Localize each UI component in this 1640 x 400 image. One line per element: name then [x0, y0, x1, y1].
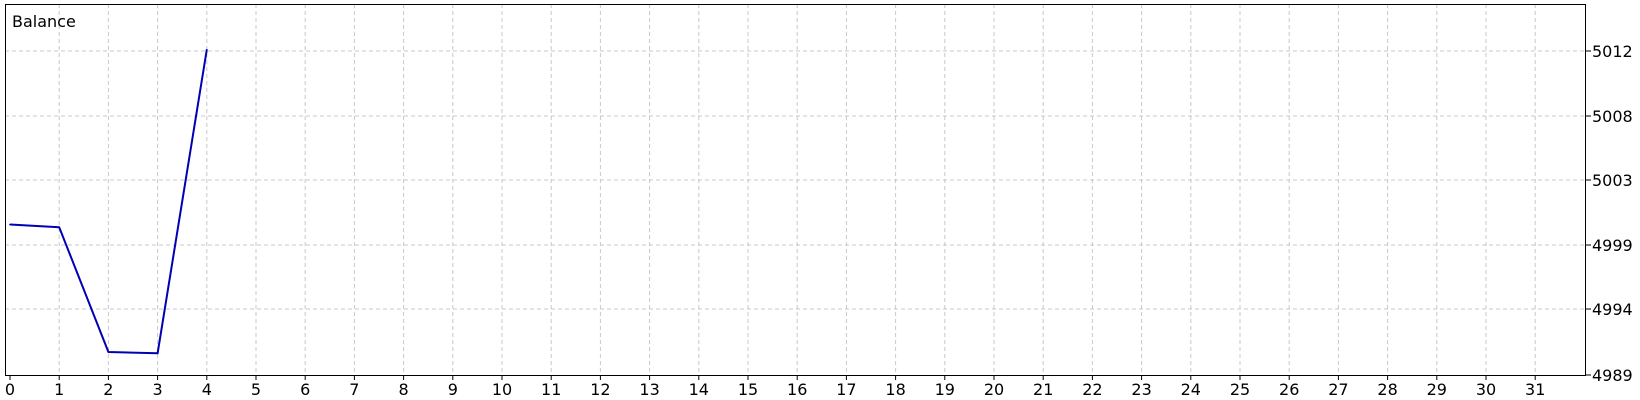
x-tick-label: 31	[1525, 380, 1545, 399]
x-tick-label: 18	[885, 380, 905, 399]
x-tick-label: 6	[300, 380, 310, 399]
data-point	[58, 226, 60, 229]
x-tick-label: 20	[984, 380, 1004, 399]
x-tick-label: 22	[1082, 380, 1102, 399]
x-tick-label: 10	[492, 380, 512, 399]
series-area	[9, 48, 208, 355]
y-tick-label: 5012	[1592, 42, 1633, 61]
x-tick-label: 14	[689, 380, 709, 399]
x-axis: 0 1 2 3 4 5 6 7 8 9 10 11 12 13 14 15 16 17 18 19 20 21 22 23 24…	[5, 375, 1545, 399]
x-tick-label: 13	[639, 380, 659, 399]
x-tick-label: 28	[1377, 380, 1397, 399]
y-tick-label: 5008	[1592, 107, 1633, 126]
x-tick-label: 17	[836, 380, 856, 399]
x-tick-label: 1	[54, 380, 64, 399]
x-tick-label: 7	[349, 380, 359, 399]
x-tick-label: 2	[103, 380, 113, 399]
y-axis: 5012 5008 5003 4999 4994 4989	[1585, 42, 1633, 385]
x-tick-label: 3	[153, 380, 163, 399]
y-tick-label: 4999	[1592, 236, 1633, 255]
x-tick-label: 21	[1033, 380, 1053, 399]
x-tick-label: 4	[202, 380, 212, 399]
x-tick-label: 9	[448, 380, 458, 399]
x-tick-label: 8	[399, 380, 409, 399]
y-tick-label: 5003	[1592, 171, 1633, 190]
x-tick-label: 16	[787, 380, 807, 399]
grid	[5, 4, 1585, 375]
x-tick-label: 5	[251, 380, 261, 399]
x-tick-label: 19	[935, 380, 955, 399]
y-tick-label: 4989	[1592, 366, 1633, 385]
x-tick-label: 15	[738, 380, 758, 399]
data-point	[9, 223, 11, 226]
plot-frame	[5, 4, 1586, 376]
x-tick-label: 27	[1328, 380, 1348, 399]
x-tick-label: 29	[1427, 380, 1447, 399]
x-tick-label: 24	[1181, 380, 1201, 399]
x-tick-label: 11	[541, 380, 561, 399]
chart-title: Balance	[12, 12, 76, 31]
x-tick-label: 26	[1279, 380, 1299, 399]
data-point	[156, 352, 159, 355]
x-tick-label: 23	[1131, 380, 1151, 399]
y-tick-label: 4994	[1592, 300, 1633, 319]
x-tick-label: 30	[1476, 380, 1496, 399]
x-tick-label: 25	[1230, 380, 1250, 399]
x-tick-label: 0	[5, 380, 15, 399]
x-tick-label: 12	[590, 380, 610, 399]
data-point	[206, 48, 208, 51]
data-point	[107, 351, 110, 353]
